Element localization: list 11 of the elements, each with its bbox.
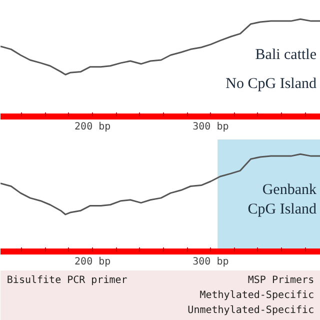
text: MSP Primers — [248, 275, 314, 286]
annotation: No CpG Island — [226, 76, 317, 92]
x-tick-label: 300 bp — [192, 122, 229, 132]
x-tick-label: 300 bp — [192, 256, 229, 268]
text: Unmethylated-Specific — [188, 305, 314, 316]
x-tick-label: 200 bp — [74, 122, 111, 132]
text: Bisulfite PCR primer — [6, 275, 128, 286]
band-label: Genbank CpG Island — [248, 182, 317, 218]
annotation: Bali cattle — [255, 46, 317, 63]
x-tick-label: 200 bp — [74, 256, 111, 268]
text: Methylated-Specific — [200, 290, 314, 301]
